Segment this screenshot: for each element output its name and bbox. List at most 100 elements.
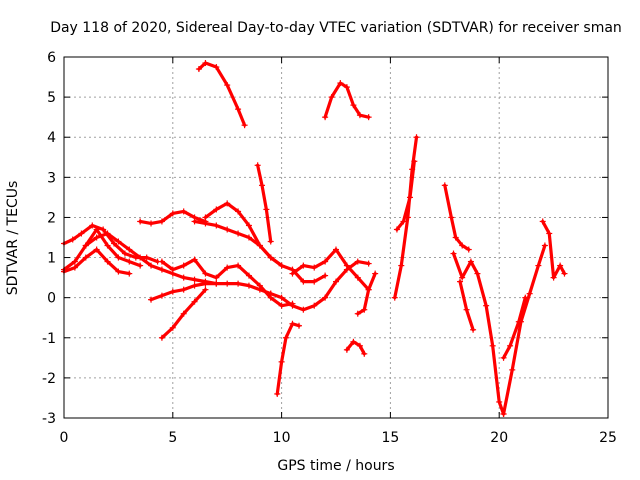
data-point [343, 346, 350, 353]
y-tick-label: 5 [47, 90, 56, 106]
y-tick-label: 3 [47, 170, 56, 186]
x-tick-label: 0 [60, 430, 69, 446]
data-point [296, 322, 303, 329]
series-trace [501, 243, 547, 416]
data-point [254, 162, 261, 169]
data-point [137, 218, 144, 225]
data-point [202, 270, 209, 277]
data-point [372, 270, 379, 277]
data-point [202, 286, 209, 293]
data-point [333, 278, 339, 285]
data-point [115, 254, 122, 261]
data-point [191, 276, 198, 283]
series-arc-14 [267, 258, 372, 313]
series-arc-15 [289, 246, 372, 293]
data-point [180, 274, 187, 281]
data-series [61, 60, 568, 417]
series-arc-10 [148, 280, 274, 303]
y-tick-label: 6 [47, 50, 56, 66]
series-trace [395, 159, 416, 232]
data-point [78, 230, 85, 237]
data-point [289, 270, 296, 277]
data-point [104, 230, 111, 237]
data-point [89, 222, 96, 229]
data-point [235, 106, 242, 113]
data-point [158, 334, 165, 341]
data-point [509, 366, 516, 373]
series-trace [149, 282, 273, 302]
data-point [500, 354, 507, 361]
x-tick-label: 15 [381, 430, 399, 446]
data-point [278, 302, 285, 309]
data-point [322, 258, 329, 265]
data-point [300, 262, 307, 269]
data-point [148, 296, 155, 303]
data-point [333, 246, 339, 253]
data-point [361, 350, 368, 357]
data-point [180, 286, 187, 293]
data-point [441, 182, 448, 189]
data-point [180, 310, 187, 317]
grid-lines [64, 57, 608, 418]
data-point [235, 280, 242, 287]
data-point [343, 84, 350, 91]
data-point [515, 318, 522, 325]
data-point [180, 208, 187, 215]
data-point [235, 262, 242, 269]
data-point [467, 258, 474, 265]
data-point [267, 254, 274, 261]
data-point [158, 218, 165, 225]
data-point [158, 292, 165, 299]
data-point [267, 238, 274, 245]
x-tick-label: 5 [168, 430, 177, 446]
data-point [356, 112, 363, 119]
data-point [126, 258, 133, 265]
data-point [224, 226, 231, 233]
data-point [463, 306, 470, 313]
data-point [411, 158, 418, 165]
data-point [350, 102, 357, 109]
data-point [191, 218, 198, 225]
x-axis-label: GPS time / hours [277, 458, 394, 474]
data-point [158, 258, 165, 265]
data-point [224, 82, 231, 89]
data-point [191, 298, 198, 305]
data-point [82, 254, 89, 261]
data-point [126, 270, 133, 277]
data-point [245, 272, 252, 279]
series-trace [345, 340, 366, 356]
data-point [322, 114, 329, 121]
data-point [300, 306, 307, 313]
chart-title: Day 118 of 2020, Sidereal Day-to-day VTE… [50, 20, 622, 36]
data-point [483, 302, 490, 309]
data-point [213, 64, 220, 71]
data-point [350, 338, 357, 345]
series-trace [197, 61, 247, 127]
data-point [148, 220, 155, 227]
y-tick-label: 2 [47, 210, 56, 226]
data-point [195, 66, 202, 73]
data-point [365, 286, 372, 293]
series-trace [458, 280, 475, 332]
data-point [452, 234, 459, 241]
series-arc-5 [137, 208, 209, 227]
data-point [69, 236, 76, 243]
data-point [104, 242, 111, 249]
data-point [213, 222, 220, 229]
series-trace [62, 227, 142, 272]
data-point [245, 282, 252, 289]
data-point [256, 242, 263, 249]
data-point [111, 240, 118, 247]
series-arc-17 [343, 338, 368, 357]
data-point [278, 358, 285, 365]
series-trace [501, 296, 527, 360]
data-point [365, 260, 372, 267]
data-point [557, 262, 564, 269]
data-point [365, 114, 372, 121]
data-point [343, 262, 350, 269]
data-point [259, 182, 266, 189]
data-point [500, 410, 507, 417]
data-point [448, 214, 455, 221]
data-point [507, 342, 514, 349]
data-point [278, 294, 285, 301]
